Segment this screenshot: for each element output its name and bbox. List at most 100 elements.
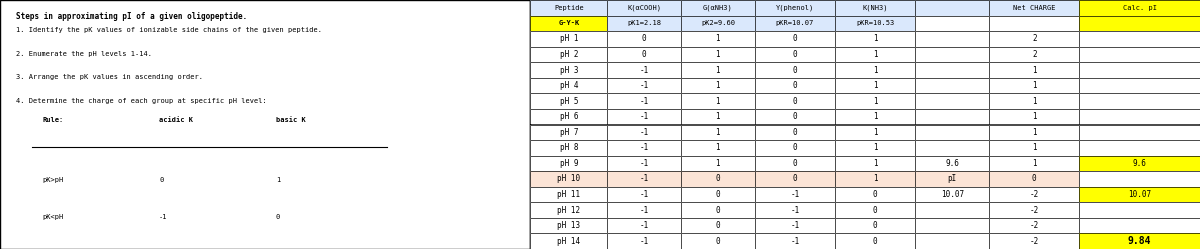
Text: -1: -1: [640, 128, 649, 137]
Bar: [530, 31, 607, 47]
Bar: [835, 109, 916, 124]
Bar: [682, 218, 755, 234]
Bar: [835, 0, 916, 15]
Bar: [1080, 31, 1200, 47]
Bar: [916, 171, 989, 187]
Bar: [755, 93, 835, 109]
Bar: [607, 140, 682, 156]
Text: basic K: basic K: [276, 117, 306, 123]
Text: pK<pH: pK<pH: [42, 214, 64, 220]
Bar: [916, 62, 989, 78]
Text: pH 6: pH 6: [559, 112, 578, 121]
Bar: [916, 15, 989, 31]
Bar: [989, 140, 1080, 156]
Text: -1: -1: [791, 190, 799, 199]
Text: -2: -2: [1030, 190, 1039, 199]
Bar: [530, 218, 607, 234]
Bar: [755, 0, 835, 15]
Text: 1: 1: [1032, 112, 1037, 121]
Text: pH 10: pH 10: [557, 175, 581, 184]
Bar: [682, 31, 755, 47]
Bar: [1080, 171, 1200, 187]
Bar: [916, 234, 989, 249]
Bar: [989, 218, 1080, 234]
Bar: [607, 93, 682, 109]
Text: 1. Identify the pK values of ionizable side chains of the given peptide.: 1. Identify the pK values of ionizable s…: [16, 27, 322, 33]
Bar: [682, 234, 755, 249]
Bar: [530, 78, 607, 93]
Bar: [916, 202, 989, 218]
Text: 1: 1: [715, 112, 720, 121]
Bar: [682, 124, 755, 140]
Bar: [1080, 15, 1200, 31]
Bar: [1080, 140, 1200, 156]
Bar: [607, 15, 682, 31]
Text: 0: 0: [715, 221, 720, 230]
Text: 0: 0: [715, 175, 720, 184]
Bar: [755, 202, 835, 218]
Text: -1: -1: [640, 237, 649, 246]
Text: 0: 0: [715, 206, 720, 215]
Text: 0: 0: [872, 206, 877, 215]
Text: 1: 1: [1032, 159, 1037, 168]
Bar: [1080, 218, 1200, 234]
Text: 0: 0: [715, 237, 720, 246]
Bar: [607, 187, 682, 202]
Text: 9.6: 9.6: [946, 159, 959, 168]
Bar: [607, 31, 682, 47]
Bar: [755, 234, 835, 249]
Bar: [682, 0, 755, 15]
Text: 0: 0: [792, 112, 797, 121]
Bar: [835, 31, 916, 47]
Text: 1: 1: [715, 34, 720, 43]
FancyBboxPatch shape: [0, 0, 530, 249]
Bar: [989, 93, 1080, 109]
Bar: [682, 109, 755, 124]
Text: -2: -2: [1030, 221, 1039, 230]
Text: Net CHARGE: Net CHARGE: [1013, 5, 1056, 11]
Bar: [682, 187, 755, 202]
Bar: [1080, 15, 1200, 31]
Bar: [835, 93, 916, 109]
Bar: [989, 47, 1080, 62]
Text: 2: 2: [1032, 34, 1037, 43]
Bar: [682, 218, 755, 234]
Bar: [1080, 47, 1200, 62]
Bar: [989, 47, 1080, 62]
Text: 1: 1: [715, 65, 720, 74]
Bar: [607, 109, 682, 124]
Bar: [1080, 187, 1200, 202]
Bar: [755, 234, 835, 249]
Text: pH 12: pH 12: [557, 206, 581, 215]
Bar: [530, 234, 607, 249]
Bar: [1080, 78, 1200, 93]
Bar: [835, 109, 916, 124]
Bar: [835, 62, 916, 78]
Bar: [682, 234, 755, 249]
Text: K(αCOOH): K(αCOOH): [628, 4, 661, 11]
Bar: [916, 78, 989, 93]
Bar: [682, 78, 755, 93]
Text: 0: 0: [792, 175, 797, 184]
Text: pH 8: pH 8: [559, 143, 578, 152]
Bar: [989, 156, 1080, 171]
Text: pH 2: pH 2: [559, 50, 578, 59]
Bar: [835, 78, 916, 93]
Bar: [916, 187, 989, 202]
Bar: [607, 218, 682, 234]
Text: 0: 0: [160, 177, 163, 183]
Bar: [989, 171, 1080, 187]
Bar: [989, 93, 1080, 109]
Text: 0: 0: [276, 214, 280, 220]
Bar: [989, 202, 1080, 218]
Bar: [835, 93, 916, 109]
Bar: [755, 93, 835, 109]
Text: acidic K: acidic K: [160, 117, 193, 123]
Bar: [989, 0, 1080, 15]
Bar: [530, 47, 607, 62]
Bar: [835, 218, 916, 234]
Bar: [1080, 47, 1200, 62]
Text: -1: -1: [791, 221, 799, 230]
Bar: [916, 171, 989, 187]
Bar: [1080, 218, 1200, 234]
